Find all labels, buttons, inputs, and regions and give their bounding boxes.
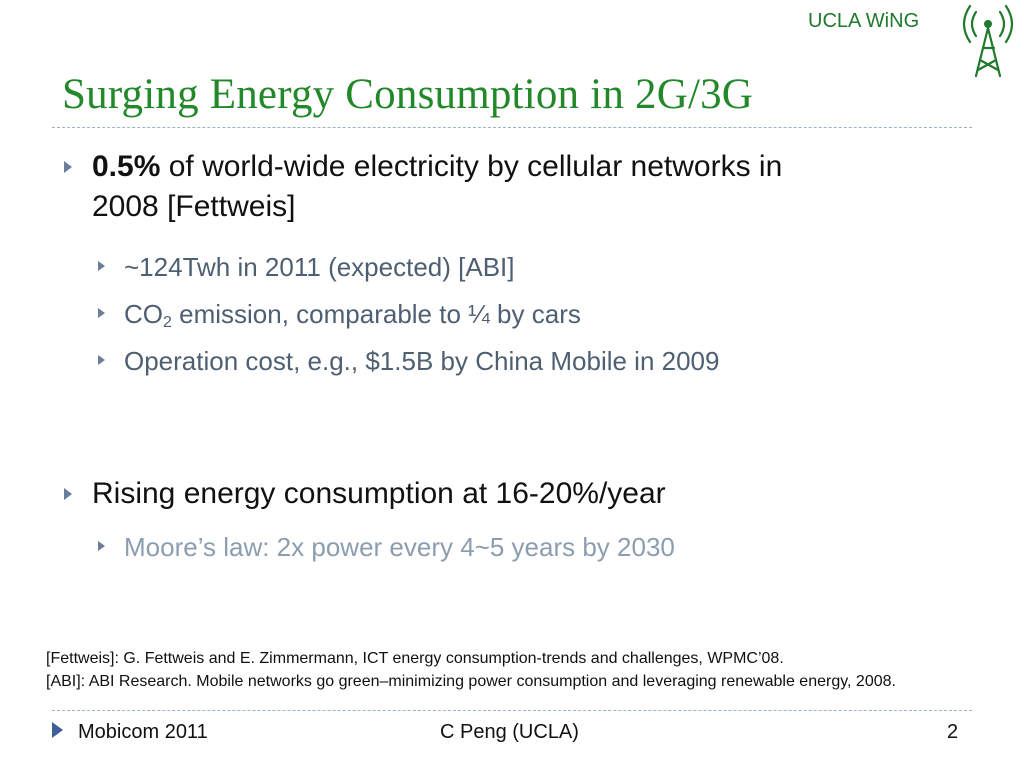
- radio-tower-icon: [962, 4, 1014, 78]
- footer-author: C Peng (UCLA): [440, 721, 579, 743]
- bullet-1: 0.5% of world-wide electricity by cellul…: [92, 147, 982, 227]
- sub-bullet-arrow-icon: [98, 355, 105, 365]
- footer-divider: [52, 710, 972, 711]
- page-number: 2: [947, 721, 959, 743]
- bullet-2: Rising energy consumption at 16-20%/year: [92, 477, 666, 510]
- sub-bullet-arrow-icon: [98, 261, 105, 271]
- co2-rest: emission, comparable to ¼ by cars: [171, 299, 581, 329]
- sub-bullet-1-3: Operation cost, e.g., $1.5B by China Mob…: [124, 346, 720, 376]
- title-divider: [52, 127, 972, 128]
- bullet-1-text-cont: 2008 [Fettweis]: [92, 190, 296, 223]
- bullet-1-highlight: 0.5%: [92, 150, 161, 183]
- sub-bullet-1-1: ~124Twh in 2011 (expected) [ABI]: [124, 252, 515, 282]
- logo-text: UCLA WiNG: [808, 10, 920, 32]
- sub-bullet-1-2: CO2 emission, comparable to ¼ by cars: [124, 298, 581, 331]
- sub-bullet-arrow-icon: [98, 541, 105, 551]
- footer-arrow-icon: [52, 722, 63, 738]
- logo: UCLA WiNG: [808, 0, 1024, 80]
- bullet-arrow-icon: [64, 488, 72, 500]
- bullet-1-text: of world-wide electricity by cellular ne…: [160, 150, 783, 183]
- reference-abi: [ABI]: ABI Research. Mobile networks go …: [46, 673, 896, 690]
- co2-subscript: 2: [163, 314, 172, 331]
- sub-bullet-2-1: Moore’s law: 2x power every 4~5 years by…: [124, 532, 675, 562]
- bullet-arrow-icon: [64, 161, 72, 173]
- reference-fettweis: [Fettweis]: G. Fettweis and E. Zimmerman…: [46, 650, 784, 667]
- footer-conference: Mobicom 2011: [78, 721, 208, 743]
- slide-title: Surging Energy Consumption in 2G/3G: [62, 71, 754, 118]
- sub-bullet-arrow-icon: [98, 308, 105, 318]
- co2-text: CO: [124, 299, 163, 329]
